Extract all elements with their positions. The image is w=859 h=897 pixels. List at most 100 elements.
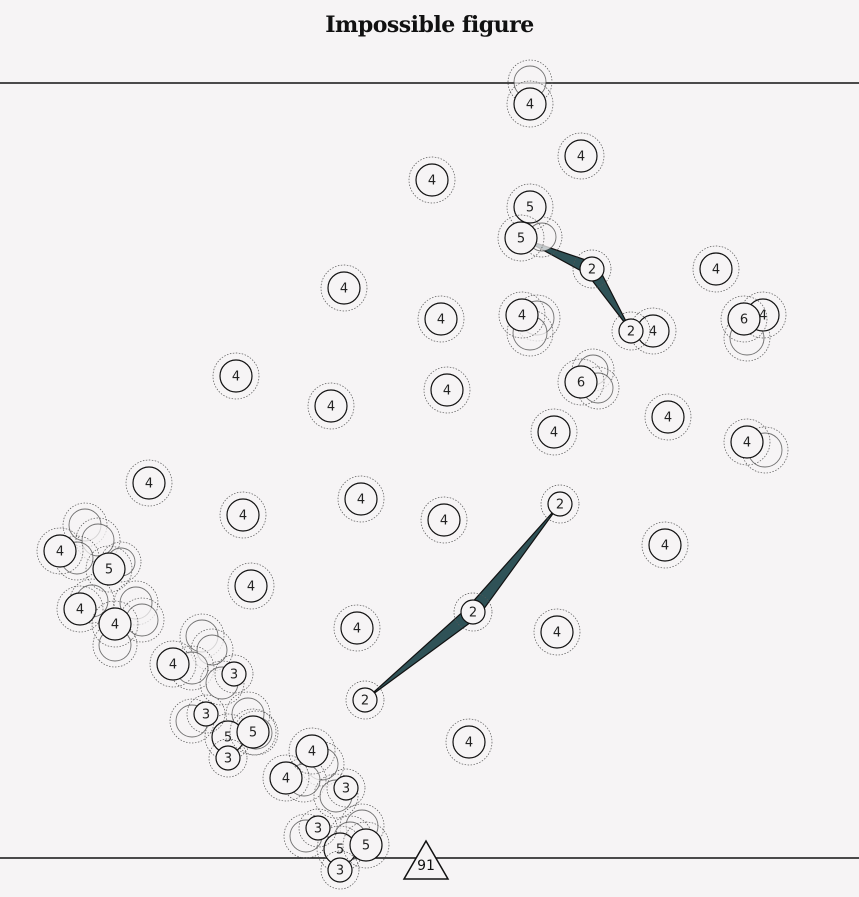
node: 4 — [337, 475, 385, 523]
node: 4 — [227, 562, 275, 610]
node: 4 — [212, 352, 260, 400]
node-halo — [85, 545, 133, 593]
node-label: 4 — [340, 282, 348, 297]
page-badge-triangle — [402, 839, 450, 880]
node-circle — [344, 482, 378, 516]
node-circle — [314, 389, 348, 423]
node-label: 4 — [649, 325, 657, 340]
node: 4 — [723, 418, 771, 466]
node-circle — [579, 256, 605, 282]
node: 4 — [149, 640, 197, 688]
node: 2 — [453, 592, 493, 632]
node-circle — [537, 415, 571, 449]
node-halo — [298, 808, 338, 848]
node-circle — [430, 373, 464, 407]
node-circle — [333, 775, 359, 801]
node-halo — [530, 408, 578, 456]
node-circle — [98, 607, 132, 641]
node-label: 4 — [518, 309, 526, 324]
node: 4 — [288, 727, 336, 775]
node: 4 — [692, 245, 740, 293]
node-halo — [219, 491, 267, 539]
node-circle — [699, 252, 733, 286]
node-label: 4 — [357, 493, 365, 508]
node-halo — [557, 132, 605, 180]
node-halo — [91, 600, 139, 648]
wedge-layer — [364, 237, 632, 701]
node-label: 5 — [224, 731, 232, 746]
node-halo — [288, 727, 336, 775]
node-label: 3 — [336, 864, 344, 879]
node-label: 5 — [249, 726, 257, 741]
node-halo — [320, 264, 368, 312]
node-circle — [43, 534, 77, 568]
node: 4 — [320, 264, 368, 312]
node-label: 4 — [526, 98, 534, 113]
node-halo — [423, 366, 471, 414]
node-label: 4 — [437, 313, 445, 328]
node-circle — [452, 725, 486, 759]
node-halo — [56, 585, 104, 633]
node: 4 — [56, 585, 104, 633]
node-halo — [214, 654, 254, 694]
node-circle — [236, 715, 270, 749]
node-halo — [149, 640, 197, 688]
node-halo — [506, 183, 554, 231]
node-label: 3 — [342, 782, 350, 797]
node-halo — [262, 754, 310, 802]
node-label: 4 — [577, 150, 585, 165]
node-label: 4 — [111, 618, 119, 633]
node-circle — [618, 318, 644, 344]
node-circle — [92, 552, 126, 586]
node-halo — [36, 527, 84, 575]
node-halo — [337, 475, 385, 523]
node-halo — [408, 156, 456, 204]
node-circle — [505, 298, 539, 332]
node-label: 4 — [712, 263, 720, 278]
node: 4 — [262, 754, 310, 802]
node: 6 — [557, 358, 605, 406]
node-label: 4 — [664, 411, 672, 426]
node-circle — [215, 745, 241, 771]
node-circle — [132, 466, 166, 500]
node-circle — [340, 611, 374, 645]
node: 4 — [219, 491, 267, 539]
node-circle — [513, 87, 547, 121]
node-halo — [723, 418, 771, 466]
node-halo — [739, 291, 787, 339]
node-circle — [269, 761, 303, 795]
node-halo — [212, 352, 260, 400]
node-halo — [641, 521, 689, 569]
node: 3 — [320, 850, 360, 890]
node-circle — [352, 687, 378, 713]
node: 4 — [498, 291, 546, 339]
node-label: 5 — [362, 839, 370, 854]
node-halo — [540, 484, 580, 524]
node-halo — [445, 718, 493, 766]
node: 2 — [611, 311, 651, 351]
node: 4 — [417, 295, 465, 343]
node: 4 — [125, 459, 173, 507]
node-label: 2 — [556, 498, 564, 513]
node-halo — [125, 459, 173, 507]
node-circle — [727, 302, 761, 336]
node-circle — [564, 365, 598, 399]
node-circle — [221, 661, 247, 687]
node: 4 — [307, 382, 355, 430]
node-label: 4 — [428, 174, 436, 189]
node-halo — [557, 358, 605, 406]
node-halo — [533, 608, 581, 656]
node: 3 — [326, 768, 366, 808]
node: 2 — [540, 484, 580, 524]
node-halo — [186, 694, 226, 734]
node: 4 — [533, 608, 581, 656]
node: 5 — [342, 821, 390, 869]
node-label: 4 — [661, 539, 669, 554]
node-circle — [219, 359, 253, 393]
node-circle — [63, 592, 97, 626]
node-label: 4 — [76, 603, 84, 618]
node-circle — [295, 734, 329, 768]
node-halo — [720, 295, 768, 343]
